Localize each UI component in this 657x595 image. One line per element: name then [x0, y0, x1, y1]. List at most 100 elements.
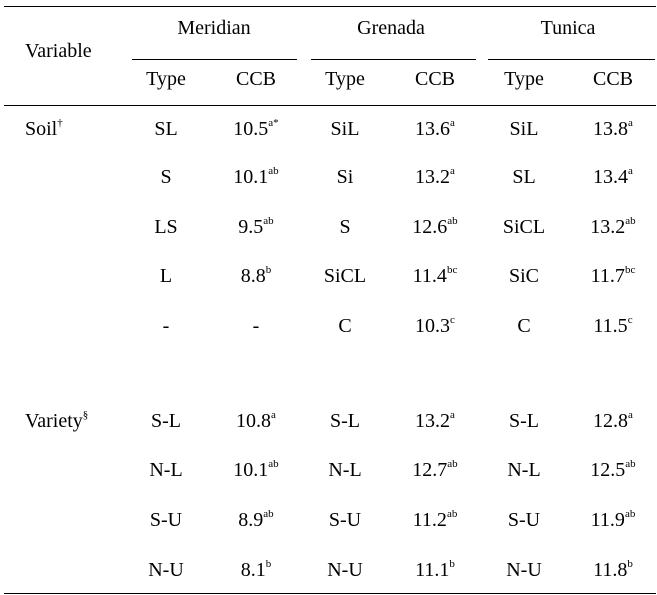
ccb-value: 11.7 [590, 265, 625, 287]
ccb-header-tunica: CCB [592, 68, 634, 90]
ccb-value: 8.9 [238, 509, 264, 531]
type-cell: SiC [508, 265, 540, 287]
significance-letter: ab [624, 508, 636, 520]
location-underline-meridian [132, 59, 297, 60]
ccb-value-cell: 11.2ab [413, 508, 458, 535]
significance-letter: c [627, 314, 633, 326]
ccb-value-cell: 11.1b [415, 558, 455, 585]
section-label-variety: Variety§ [25, 409, 89, 432]
significance-letter: a [271, 409, 276, 421]
bottom-rule [4, 593, 656, 594]
significance-letter: ab [447, 215, 458, 227]
ccb-value: 12.8 [593, 410, 629, 432]
type-header-meridian: Type [146, 68, 186, 90]
significance-letter: a [628, 117, 633, 129]
ccb-value: 10.1 [233, 166, 269, 188]
type-cell: N-U [148, 559, 184, 581]
type-cell: LS [154, 216, 178, 238]
ccb-value: - [252, 315, 260, 337]
type-cell: N-L [149, 459, 183, 481]
ccb-value: 9.5 [238, 216, 264, 238]
significance-letter: b [265, 558, 272, 570]
ccb-value: 11.2 [412, 509, 447, 531]
ccb-value-cell: - [253, 314, 260, 338]
section-label-soil: Soil† [25, 117, 63, 140]
location-underline-grenada [311, 59, 476, 60]
type-cell: - [162, 315, 170, 337]
ccb-value-cell: 10.5a* [233, 117, 278, 144]
type-cell: S [160, 166, 172, 188]
ccb-value-cell: 10.3c [415, 314, 455, 341]
significance-letter: ab [268, 458, 279, 470]
type-cell: Si [336, 166, 354, 188]
significance-letter: b [265, 264, 272, 276]
significance-letter: ab [446, 508, 458, 520]
type-cell: SiCL [502, 216, 546, 238]
ccb-value-cell: 8.8b [241, 264, 272, 291]
ccb-value-cell: 8.9ab [238, 508, 273, 535]
significance-letter: b [627, 558, 633, 570]
type-cell: SiL [509, 118, 539, 140]
ccb-value: 13.2 [415, 166, 451, 188]
type-cell: C [517, 315, 531, 337]
ccb-value: 12.5 [590, 459, 626, 481]
type-cell: S-U [149, 509, 183, 531]
type-cell: N-L [507, 459, 541, 481]
significance-letter: ab [447, 458, 458, 470]
ccb-value: 11.9 [590, 509, 625, 531]
variable-header: Variable [25, 40, 92, 62]
type-cell: S-L [509, 410, 539, 432]
type-cell: N-L [328, 459, 362, 481]
type-cell: SL [512, 166, 536, 188]
header-bottom-rule [4, 105, 656, 106]
type-cell: S [339, 216, 351, 238]
ccb-value-cell: 10.1ab [233, 458, 278, 485]
ccb-value-cell: 12.5ab [590, 458, 635, 485]
ccb-value: 10.3 [415, 315, 451, 337]
significance-letter: a [450, 409, 455, 421]
significance-letter: ab [263, 508, 274, 520]
significance-letter: c [450, 314, 455, 326]
significance-letter: a [450, 117, 455, 129]
significance-letter: a [628, 409, 633, 421]
significance-letter: ab [625, 458, 636, 470]
ccb-value: 13.6 [415, 118, 451, 140]
ccb-value-cell: 8.1b [241, 558, 272, 585]
ccb-header-grenada: CCB [414, 68, 456, 90]
type-cell: S-U [507, 509, 541, 531]
ccb-value: 11.4 [412, 265, 447, 287]
significance-letter: b [449, 558, 455, 570]
ccb-value-cell: 13.8a [593, 117, 633, 144]
ccb-value: 13.2 [415, 410, 451, 432]
ccb-value: 10.5 [233, 118, 269, 140]
ccb-header-meridian: CCB [235, 68, 277, 90]
significance-letter: ab [625, 215, 636, 227]
ccb-value: 11.5 [593, 315, 628, 337]
ccb-value-cell: 13.2ab [590, 215, 635, 242]
significance-letter: ab [268, 165, 279, 177]
ccb-value-cell: 9.5ab [238, 215, 273, 242]
significance-letter: a [450, 165, 455, 177]
ccb-value-cell: 13.2a [415, 165, 455, 192]
type-cell: S-L [330, 410, 360, 432]
type-header-tunica: Type [504, 68, 544, 90]
type-cell: SL [154, 118, 178, 140]
type-header-grenada: Type [325, 68, 365, 90]
location-underline-tunica [488, 59, 655, 60]
type-cell: S-L [151, 410, 181, 432]
ccb-value-cell: 13.2a [415, 409, 455, 436]
ccb-value: 8.8 [240, 265, 266, 287]
type-cell: L [159, 265, 173, 287]
ccb-value-cell: 10.8a [236, 409, 276, 436]
ccb-value-cell: 11.5c [593, 314, 632, 341]
location-header-meridian: Meridian [177, 17, 251, 39]
ccb-value: 13.8 [593, 118, 629, 140]
ccb-value: 10.8 [236, 410, 272, 432]
top-rule [4, 6, 656, 7]
ccb-value-cell: 11.9ab [591, 508, 636, 535]
ccb-value-cell: 11.8b [593, 558, 633, 585]
significance-letter: ab [263, 215, 274, 227]
ccb-value-cell: 11.4bc [413, 264, 458, 291]
ccb-value: 12.7 [412, 459, 448, 481]
ccb-value-cell: 12.7ab [412, 458, 457, 485]
